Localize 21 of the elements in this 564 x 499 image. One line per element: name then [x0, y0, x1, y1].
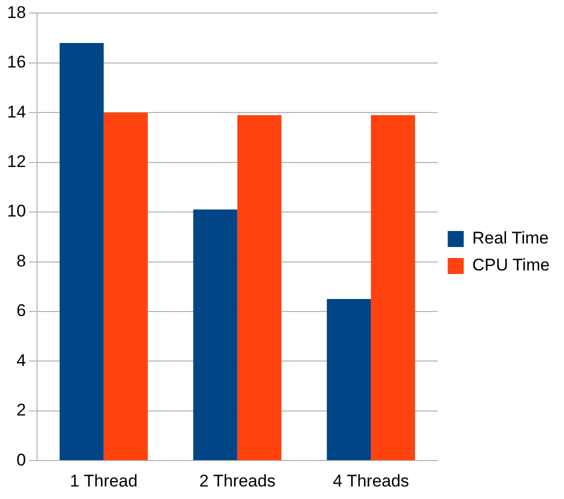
y-tick-label: 10	[6, 202, 26, 221]
x-tick-label: 1 Thread	[70, 471, 138, 490]
legend-label: Real Time	[472, 228, 549, 248]
y-tick-label: 12	[6, 152, 26, 172]
x-tick-label: 4 Threads	[332, 471, 410, 490]
bar	[237, 115, 282, 460]
y-tick-label: 14	[6, 102, 26, 122]
y-tick-label: 18	[6, 2, 26, 22]
bar	[370, 115, 416, 460]
bar	[193, 210, 238, 460]
y-tick-label: 2	[16, 400, 26, 420]
bar	[60, 43, 104, 460]
legend-label: CPU Time	[472, 256, 550, 275]
x-tick-label: 2 Threads	[199, 471, 276, 490]
y-tick-label: 8	[16, 251, 26, 270]
bar	[326, 299, 371, 460]
bar	[104, 112, 148, 460]
y-tick-label: 0	[16, 450, 26, 470]
y-tick-label: 16	[6, 52, 26, 72]
y-tick-label: 6	[16, 301, 26, 320]
y-tick-label: 4	[16, 350, 26, 370]
